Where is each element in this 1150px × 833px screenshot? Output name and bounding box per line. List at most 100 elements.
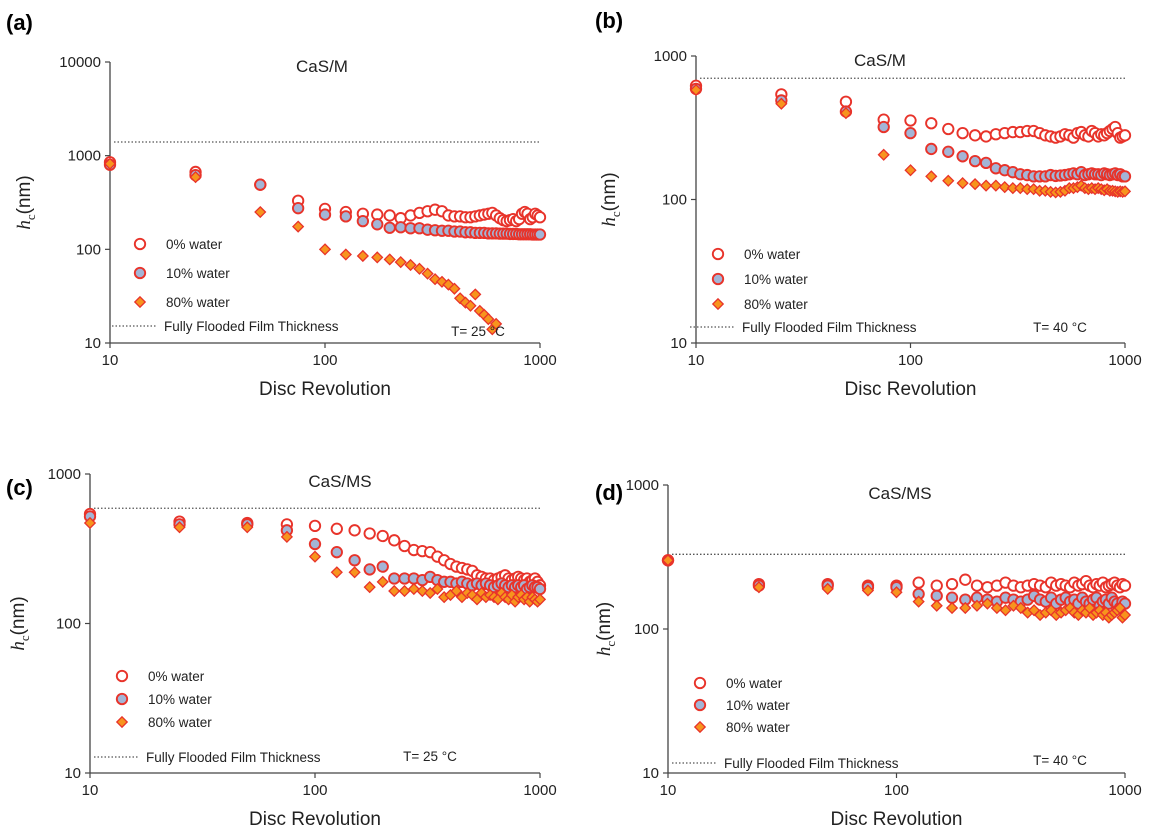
data-point — [1118, 608, 1132, 622]
data-point — [970, 579, 984, 592]
data-point — [254, 178, 267, 191]
chart-title: CaS/M — [854, 51, 906, 70]
data-point — [981, 597, 994, 610]
data-point — [979, 156, 993, 170]
data-point — [376, 560, 389, 573]
data-point — [945, 601, 959, 615]
data-point — [383, 253, 396, 266]
x-tick-label: 10 — [660, 782, 677, 799]
data-point — [416, 584, 429, 598]
data-point — [912, 576, 925, 589]
data-point — [363, 563, 376, 576]
data-point — [1113, 601, 1127, 615]
legend-label: 0% water — [166, 237, 223, 252]
data-point — [464, 299, 477, 312]
legend-label: 80% water — [166, 295, 230, 310]
data-point — [861, 584, 875, 597]
data-point — [925, 117, 938, 130]
legend-label: 10% water — [744, 272, 808, 287]
data-point — [348, 566, 361, 579]
series-80pct-water — [689, 83, 1132, 199]
data-point — [318, 243, 332, 256]
data-point — [930, 579, 943, 592]
chart-panel-3: (c) 10 100 1000 10 100 1000 Disc Revolution hc(n… — [6, 466, 557, 830]
y-tick-label: 1000 — [48, 466, 81, 483]
data-point — [998, 180, 1011, 194]
data-point — [945, 591, 959, 604]
x-tick-label: 100 — [312, 352, 337, 369]
y-axis-title: hc(nm) — [599, 172, 623, 226]
y-axis-symbol: h — [594, 647, 615, 657]
y-tick-label: 10000 — [59, 54, 101, 71]
data-point — [448, 282, 461, 295]
panel-letter: (b) — [595, 8, 623, 33]
data-point — [348, 554, 361, 567]
legend-marker — [133, 295, 147, 309]
data-point — [383, 209, 396, 222]
data-point — [959, 573, 972, 586]
x-tick-label: 100 — [302, 782, 327, 799]
y-axis-unit: (nm) — [594, 602, 615, 641]
data-point — [280, 530, 294, 543]
data-point — [339, 210, 352, 223]
y-axis-subscript: c — [23, 214, 38, 220]
data-point — [945, 577, 959, 591]
chart-panel-4: (d) 10 100 1000 10 100 1000 Disc Revolution hc(n… — [594, 477, 1142, 830]
data-point — [376, 575, 389, 588]
chart-panel-2: (b) 10 100 1000 10 100 1000 Disc Revolution hc(n… — [595, 8, 1142, 400]
y-tick-label: 100 — [76, 241, 101, 258]
data-point — [661, 554, 675, 567]
legend-label: 10% water — [726, 698, 790, 713]
data-point — [959, 601, 972, 615]
data-point — [394, 221, 407, 234]
data-point — [431, 582, 444, 596]
data-point — [103, 157, 117, 170]
x-tick-label: 1000 — [1108, 352, 1141, 369]
data-point — [877, 148, 890, 161]
legend-marker — [115, 669, 129, 683]
legend-label: 80% water — [744, 297, 808, 312]
y-axis-title: hc(nm) — [594, 602, 618, 656]
data-point — [1014, 182, 1027, 195]
series-80pct-water — [661, 554, 1132, 624]
data-point — [83, 516, 97, 530]
legend-label: 80% water — [726, 720, 790, 735]
y-tick-label: 10 — [84, 335, 101, 352]
data-point — [1118, 129, 1132, 142]
x-tick-label: 100 — [884, 782, 909, 799]
data-point — [363, 527, 376, 540]
data-point — [318, 208, 332, 221]
data-point — [925, 170, 938, 183]
legend-label: 10% water — [148, 692, 212, 707]
y-axis-subscript: c — [17, 635, 32, 641]
data-point — [968, 155, 982, 168]
legend: 0% water 10% water 80% water Fully Flooded … — [94, 669, 321, 765]
data-point — [890, 586, 903, 599]
data-point — [912, 595, 925, 608]
data-point — [979, 179, 993, 192]
y-tick-label: 10 — [642, 765, 659, 782]
legend-label: 0% water — [726, 676, 783, 691]
data-point — [398, 584, 411, 598]
legend-flood-label: Fully Flooded Film Thickness — [146, 750, 321, 765]
legend-marker — [711, 272, 725, 286]
x-tick-label: 1000 — [523, 352, 556, 369]
data-point — [1014, 601, 1027, 615]
data-point — [291, 202, 305, 215]
data-point — [533, 582, 547, 596]
panel-letter: (d) — [595, 480, 623, 505]
x-tick-label: 10 — [688, 352, 705, 369]
data-point — [241, 521, 254, 534]
y-axis-subscript: c — [608, 211, 623, 217]
data-point — [388, 534, 401, 547]
x-axis-title: Disc Revolution — [249, 809, 381, 830]
legend-label: 0% water — [148, 669, 205, 684]
data-point — [308, 519, 322, 532]
x-tick-label: 1000 — [1108, 782, 1141, 799]
x-tick-label: 100 — [898, 352, 923, 369]
data-point — [371, 218, 384, 231]
legend-marker — [115, 715, 129, 729]
series-0pct-water — [689, 79, 1132, 144]
legend-flood-label: Fully Flooded Film Thickness — [164, 319, 339, 334]
